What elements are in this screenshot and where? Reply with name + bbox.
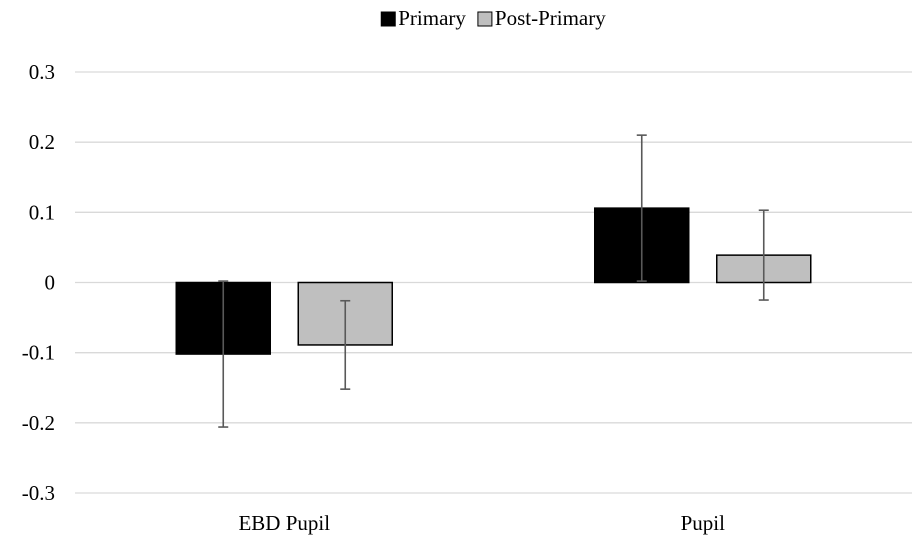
- x-category-label: Pupil: [681, 511, 726, 535]
- y-tick-label: 0.2: [29, 130, 55, 154]
- y-axis-ticks: 0.3 0.2 0.1 0 -0.1 -0.2 -0.3: [22, 60, 55, 505]
- y-tick-label: -0.2: [22, 411, 55, 435]
- legend-swatch: [477, 11, 493, 27]
- y-tick-label: -0.1: [22, 341, 55, 365]
- legend-swatch: [380, 11, 396, 27]
- y-tick-label: 0: [45, 271, 56, 295]
- legend-item: Post-Primary: [477, 6, 606, 30]
- legend-label: Primary: [398, 6, 466, 30]
- x-axis-labels: EBD Pupil Pupil: [238, 511, 725, 535]
- legend: Primary Post-Primary: [380, 6, 606, 30]
- error-bars: [218, 134, 769, 428]
- legend-item: Primary: [380, 6, 466, 30]
- y-tick-label: 0.1: [29, 200, 55, 224]
- legend-label: Post-Primary: [495, 6, 606, 30]
- x-category-label: EBD Pupil: [238, 511, 330, 535]
- y-tick-label: 0.3: [29, 60, 55, 84]
- bars: [175, 207, 812, 355]
- y-tick-label: -0.3: [22, 481, 55, 505]
